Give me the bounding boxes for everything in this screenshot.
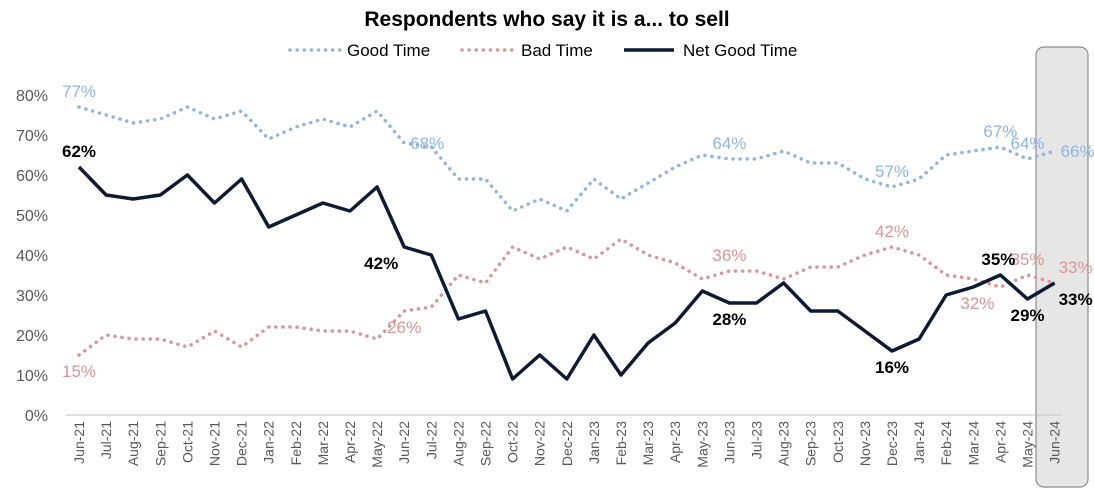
x-tick-label: Apr-23 xyxy=(667,421,683,463)
data-label-bad-time: 32% xyxy=(960,294,994,313)
x-tick-label: Sep-21 xyxy=(152,421,168,466)
x-tick-label: Feb-22 xyxy=(288,421,304,466)
data-label-net-good-time: 42% xyxy=(364,254,398,273)
series-layer xyxy=(77,105,1057,381)
x-tick-label: Dec-23 xyxy=(884,421,900,466)
y-tick-label: 30% xyxy=(16,288,48,305)
data-label-good-time: 67% xyxy=(983,122,1017,141)
x-tick-label: Jan-23 xyxy=(586,421,602,464)
x-tick-label: Aug-22 xyxy=(450,421,466,466)
data-labels: 77%68% 64%57%67%64% 66%15%26%36%42%32%35% 3… xyxy=(62,82,1094,381)
x-tick-label: Apr-22 xyxy=(342,421,358,463)
x-tick-label: Nov-23 xyxy=(857,421,873,466)
x-tick-label: May-22 xyxy=(369,421,385,468)
y-tick-label: 60% xyxy=(16,168,48,185)
data-label-bad-time: 15% xyxy=(62,362,96,381)
x-axis: Jun-21 Jul-21 Aug-21 Sep-21 Oct-21 Nov-21 Dec-… xyxy=(71,421,1063,468)
legend-label-good-time: Good Time xyxy=(347,41,430,60)
x-tick-label: May-23 xyxy=(694,421,710,468)
y-tick-label: 50% xyxy=(16,208,48,225)
x-tick-label: Jan-22 xyxy=(261,421,277,464)
data-label-good-time: 64% xyxy=(1010,134,1044,153)
series-line-good-time xyxy=(77,105,1057,213)
data-label-good-time: 66% xyxy=(1061,142,1094,161)
x-tick-label: Sep-23 xyxy=(803,421,819,466)
data-label-bad-time: 35% xyxy=(1010,250,1044,269)
data-label-good-time: 64% xyxy=(712,134,746,153)
x-tick-label: Dec-21 xyxy=(234,421,250,466)
y-tick-label: 40% xyxy=(16,248,48,265)
x-tick-label: Jun-24 xyxy=(1047,421,1063,464)
data-label-net-good-time: 29% xyxy=(1010,306,1044,325)
x-tick-label: Oct-23 xyxy=(830,421,846,463)
x-tick-label: Dec-22 xyxy=(559,421,575,466)
data-label-good-time: 77% xyxy=(62,82,96,101)
y-axis: 0% 10% 20% 30% 40% 50% 60% 70% 80% xyxy=(16,88,48,425)
legend: Good Time Bad Time Net Good Time xyxy=(288,41,797,60)
y-tick-label: 10% xyxy=(16,368,48,385)
x-tick-label: Jun-23 xyxy=(721,421,737,464)
x-tick-label: Nov-21 xyxy=(207,421,223,466)
legend-label-bad-time: Bad Time xyxy=(521,41,593,60)
x-tick-label: Feb-24 xyxy=(938,421,954,466)
data-label-bad-time: 26% xyxy=(387,318,421,337)
series-line-net-good-time xyxy=(77,165,1056,381)
data-label-net-good-time: 28% xyxy=(712,310,746,329)
chart-title: Respondents who say it is a... to sell xyxy=(364,8,729,31)
x-tick-label: Jun-22 xyxy=(396,421,412,464)
data-label-net-good-time: 16% xyxy=(875,358,909,377)
data-label-net-good-time: 62% xyxy=(62,142,96,161)
data-label-bad-time: 42% xyxy=(875,222,909,241)
x-tick-label: Nov-22 xyxy=(532,421,548,466)
x-tick-label: Jul-23 xyxy=(749,421,765,459)
data-label-good-time: 57% xyxy=(875,162,909,181)
series-line-bad-time xyxy=(77,237,1057,357)
x-tick-label: Oct-21 xyxy=(179,421,195,463)
highlight-box xyxy=(1035,46,1089,488)
legend-label-net-good-time: Net Good Time xyxy=(683,41,797,60)
x-tick-label: Aug-21 xyxy=(125,421,141,466)
x-tick-label: Mar-23 xyxy=(640,421,656,466)
x-tick-label: Mar-22 xyxy=(315,421,331,466)
x-tick-label: Feb-23 xyxy=(613,421,629,466)
x-tick-label: Oct-22 xyxy=(505,421,521,463)
y-tick-label: 70% xyxy=(16,128,48,145)
data-label-net-good-time: 33% xyxy=(1059,290,1093,309)
data-label-net-good-time: 35% xyxy=(981,250,1015,269)
data-label-good-time: 68% xyxy=(410,134,444,153)
x-tick-label: Mar-24 xyxy=(965,421,981,466)
x-tick-label: May-24 xyxy=(1020,421,1036,468)
x-tick-label: Jul-22 xyxy=(423,421,439,459)
x-tick-label: Aug-23 xyxy=(776,421,792,466)
x-tick-label: Sep-22 xyxy=(478,421,494,466)
x-tick-label: Jul-21 xyxy=(98,421,114,459)
y-tick-label: 20% xyxy=(16,328,48,345)
x-tick-label: Apr-24 xyxy=(992,421,1008,463)
x-tick-label: Jun-21 xyxy=(71,421,87,464)
data-label-bad-time: 33% xyxy=(1059,258,1093,277)
y-tick-label: 80% xyxy=(16,88,48,105)
y-tick-label: 0% xyxy=(25,408,48,425)
x-tick-label: Jan-24 xyxy=(911,421,927,464)
data-label-bad-time: 36% xyxy=(712,246,746,265)
